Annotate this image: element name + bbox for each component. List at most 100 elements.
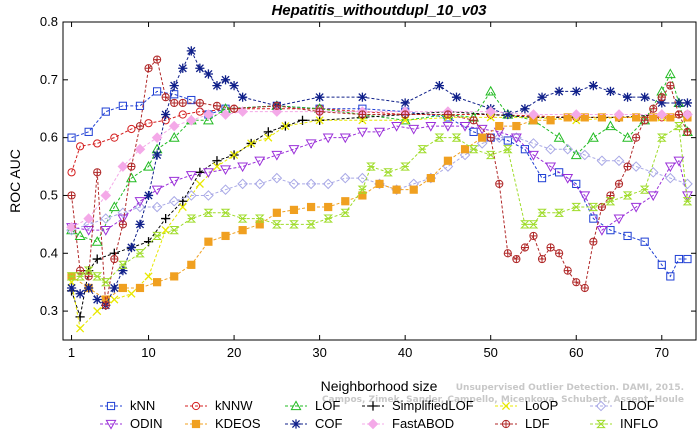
series-lof (66, 68, 693, 246)
data-point-kdeos (580, 113, 589, 122)
x-tick-label: 50 (483, 345, 497, 360)
legend-marker (290, 400, 302, 411)
data-point-knn (152, 87, 162, 96)
data-point-lof (125, 172, 137, 183)
data-point-ldf (657, 93, 666, 102)
legend-label: LDOF (620, 398, 655, 413)
data-point-ldf (486, 133, 495, 142)
data-point-simplifiedlof (263, 127, 273, 137)
data-point-ldf (272, 101, 281, 110)
data-point-simplifiedlof (92, 254, 102, 264)
data-point-ldof (168, 195, 180, 207)
legend-item-lof: LOF (285, 398, 340, 413)
data-point-odin (356, 127, 368, 138)
legend-label: kNNW (215, 398, 253, 413)
data-point-lof (587, 132, 599, 142)
data-point-cof (195, 63, 205, 73)
data-point-loop (144, 272, 153, 281)
series-knn (67, 87, 692, 281)
data-point-lof (168, 132, 180, 142)
data-point-ldof (647, 167, 659, 178)
data-point-loop (401, 116, 410, 125)
data-point-cof (186, 46, 196, 56)
data-point-cof (118, 266, 128, 276)
data-point-inflo (100, 278, 111, 287)
data-point-knnw (144, 119, 153, 128)
data-point-loop (76, 324, 85, 333)
legend-marker (191, 419, 201, 429)
data-point-inflo (66, 272, 77, 281)
data-point-inflo (237, 214, 248, 223)
data-point-kdeos (495, 121, 504, 131)
data-point-kdeos (426, 174, 435, 183)
data-point-odin (630, 202, 642, 213)
data-point-ldof (493, 132, 505, 143)
data-point-inflo (272, 220, 282, 229)
data-point-kdeos (409, 185, 418, 194)
data-point-inflo (152, 231, 162, 241)
legend-marker (105, 419, 117, 430)
legend-marker (501, 419, 511, 429)
legend-item-ldof: LDOF (590, 398, 655, 413)
data-point-odin (613, 214, 625, 225)
data-point-knn (118, 101, 127, 110)
data-point-ldof (237, 178, 248, 190)
data-point-odin (510, 133, 522, 144)
series-line-inflo (71, 125, 688, 283)
data-point-loop (358, 116, 367, 125)
data-point-ldof (254, 178, 266, 190)
legend-item-knnw: kNNW (185, 398, 253, 413)
data-point-inflo (118, 260, 128, 269)
y-tick-label: 0.5 (40, 187, 58, 202)
series-line-knnw (71, 108, 688, 173)
data-point-ldf (623, 162, 632, 171)
data-point-inflo (605, 197, 616, 206)
data-point-odin (305, 139, 317, 150)
data-point-knn (135, 101, 145, 110)
data-point-odin (459, 121, 471, 132)
data-point-inflo (417, 145, 428, 154)
data-point-cof (220, 75, 231, 85)
data-point-odin (647, 191, 659, 202)
data-point-cof (674, 98, 684, 108)
legend-label: FastABOD (392, 416, 454, 431)
data-point-knn (666, 272, 675, 281)
data-point-inflo (528, 220, 539, 229)
data-point-odin (664, 162, 676, 173)
data-point-kdeos (358, 191, 367, 200)
data-point-ldof (545, 143, 556, 155)
data-point-cof (203, 69, 214, 79)
data-point-loop (212, 162, 222, 171)
data-point-fastabod (203, 109, 214, 120)
data-point-loop (230, 150, 239, 160)
data-point-ldof (562, 143, 573, 155)
data-point-cof (434, 81, 444, 91)
data-point-odin (202, 168, 214, 178)
data-point-cof (229, 81, 239, 91)
data-point-fastabod (485, 106, 497, 117)
data-point-cof (400, 98, 410, 108)
legend-marker (595, 400, 607, 412)
data-point-inflo (622, 191, 633, 200)
data-point-kdeos (392, 185, 401, 194)
series-fastabod (66, 106, 693, 233)
data-point-fastabod (682, 109, 693, 120)
data-point-kdeos (187, 260, 196, 269)
data-point-inflo (400, 162, 410, 171)
data-point-cof (161, 109, 171, 120)
data-point-knn (503, 136, 512, 145)
data-point-lof (485, 85, 497, 96)
data-point-odin (673, 156, 685, 167)
data-point-inflo (254, 214, 265, 223)
data-point-loop (264, 133, 273, 142)
data-point-ldf (589, 237, 598, 246)
data-point-knnw (110, 133, 119, 142)
data-point-ldf (135, 121, 145, 131)
data-point-inflo (83, 266, 94, 275)
data-point-cof (152, 150, 162, 160)
data-point-knn (187, 95, 196, 105)
data-point-ldf (401, 110, 410, 119)
data-point-cof (212, 81, 222, 91)
data-point-odin (117, 214, 129, 225)
data-point-lof (664, 68, 676, 79)
